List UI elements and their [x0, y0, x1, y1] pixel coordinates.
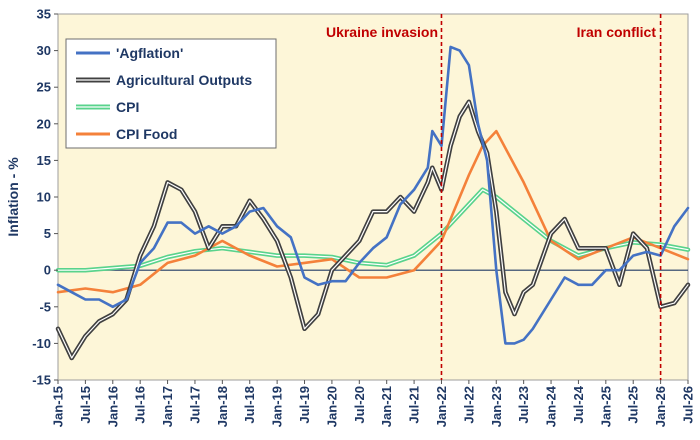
- x-tick-label: Jan-16: [105, 386, 120, 427]
- x-tick-label: Jan-17: [160, 386, 175, 427]
- x-tick-label: Jul-26: [681, 386, 696, 424]
- y-tick-label: 10: [37, 190, 51, 205]
- y-tick-label: 20: [37, 116, 51, 131]
- x-tick-label: Jan-18: [215, 386, 230, 427]
- x-tick-label: Jul-23: [516, 386, 531, 424]
- y-tick-label: 5: [44, 226, 51, 241]
- y-tick-label: 25: [37, 80, 51, 95]
- annotation-ukraine-invasion: Ukraine invasion: [326, 24, 438, 40]
- y-tick-label: 0: [44, 263, 51, 278]
- x-tick-label: Jan-15: [51, 386, 66, 427]
- x-tick-label: Jan-22: [434, 386, 449, 427]
- x-tick-label: Jul-15: [78, 386, 93, 424]
- legend-label-agricultural-outputs: Agricultural Outputs: [116, 72, 252, 88]
- legend-label-cpi: CPI: [116, 99, 139, 115]
- x-tick-label: Jul-17: [187, 386, 202, 424]
- x-tick-label: Jul-16: [133, 386, 148, 424]
- x-tick-label: Jul-25: [626, 386, 641, 424]
- y-axis-label: Inflation - %: [5, 157, 21, 237]
- x-tick-label: Jul-22: [461, 386, 476, 424]
- series-line-agflation: [56, 45, 690, 345]
- x-tick-label: Jan-19: [270, 386, 285, 427]
- x-tick-label: Jan-21: [379, 386, 394, 427]
- x-tick-label: Jul-24: [571, 385, 586, 423]
- y-tick-label: 15: [37, 153, 51, 168]
- legend-label-agflation: 'Agflation': [116, 45, 183, 61]
- x-tick-label: Jan-23: [489, 386, 504, 427]
- x-tick-label: Jul-20: [352, 386, 367, 424]
- y-tick-label: 30: [37, 43, 51, 58]
- y-tick-label: -10: [32, 336, 51, 351]
- x-tick-label: Jan-25: [598, 386, 613, 427]
- series-line-agricultural-outputs-inner: [57, 101, 689, 359]
- x-tick-label: Jul-19: [297, 386, 312, 424]
- legend: 'Agflation' Agricultural Outputs CPI CPI…: [65, 38, 277, 149]
- x-tick-label: Jul-21: [407, 386, 422, 424]
- y-tick-label: -5: [39, 299, 51, 314]
- series-line-cpi-inner: [57, 189, 689, 271]
- y-tick-label: 35: [37, 7, 51, 22]
- x-tick-label: Jul-18: [242, 386, 257, 424]
- x-tick-label: Jan-20: [324, 386, 339, 427]
- annotation-iran-conflict: Iran conflict: [577, 24, 657, 40]
- legend-box: [65, 38, 277, 149]
- series-line-cpi-food: [56, 129, 690, 294]
- x-tick-label: Jan-24: [544, 385, 559, 427]
- legend-label-cpi-food: CPI Food: [116, 126, 177, 142]
- x-tick-label: Jan-26: [653, 386, 668, 427]
- y-tick-label: -15: [32, 373, 51, 388]
